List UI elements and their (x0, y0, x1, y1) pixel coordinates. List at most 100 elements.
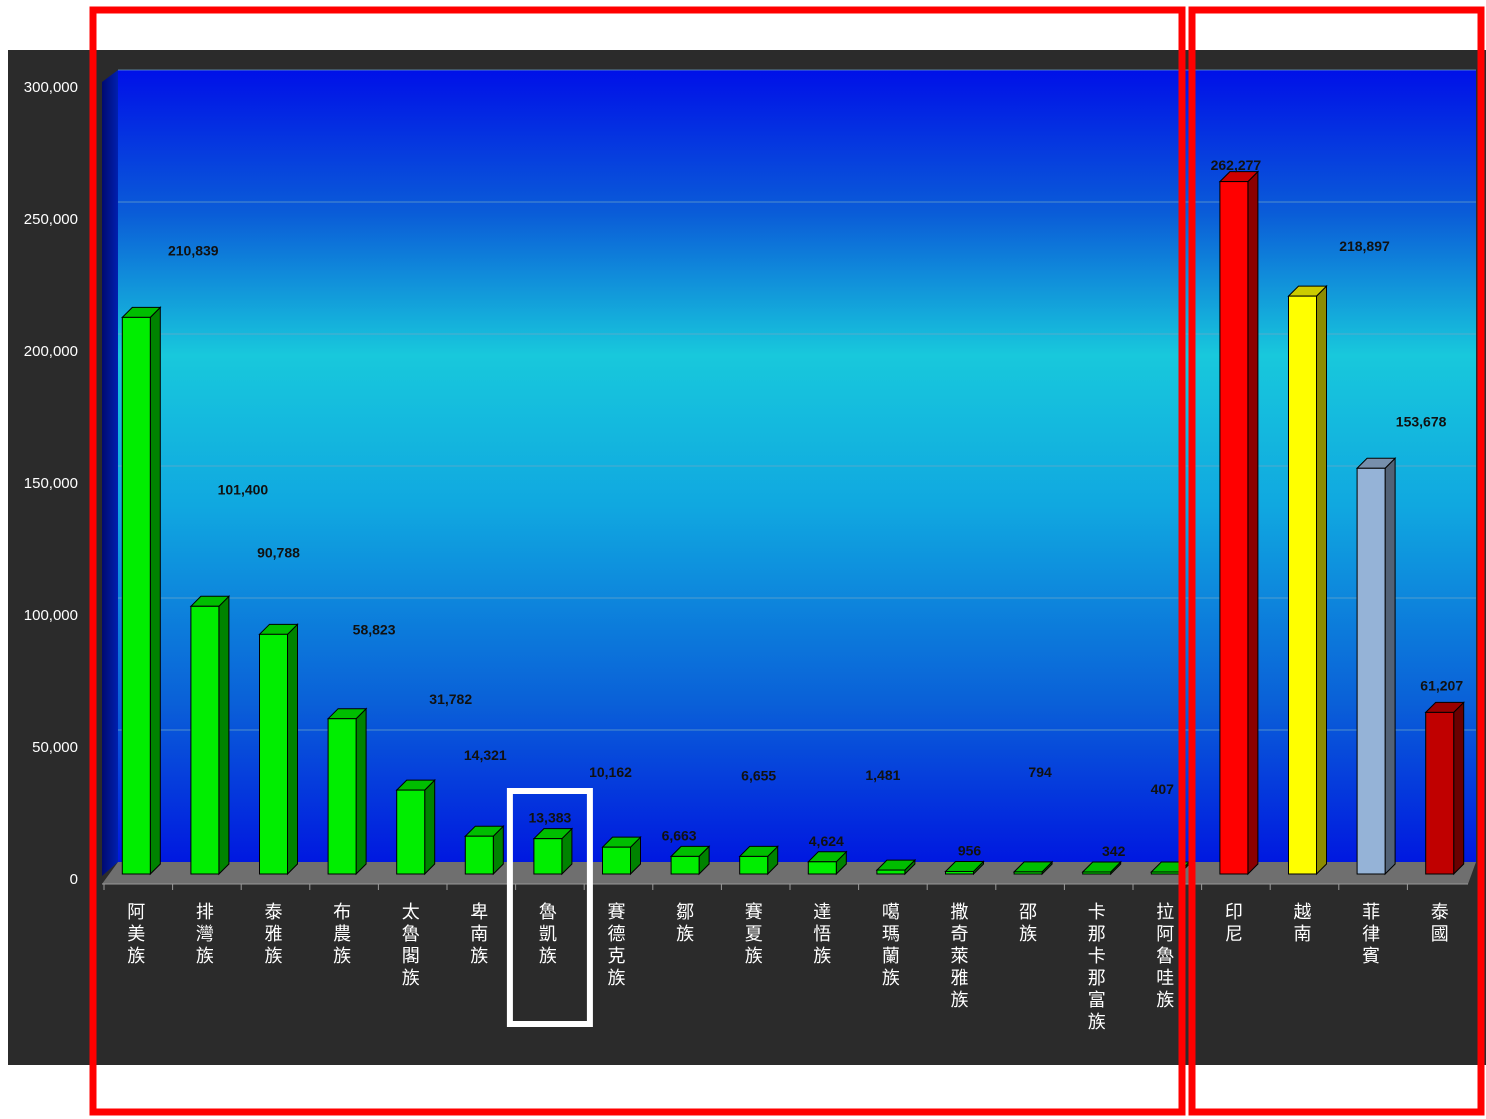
x-tick-label: 噶瑪蘭族 (882, 902, 900, 989)
bar (1424, 701, 1465, 876)
data-label: 342 (1102, 843, 1126, 859)
data-label: 6,663 (662, 827, 697, 843)
y-tick-label: 250,000 (24, 211, 78, 228)
bar (1287, 284, 1328, 876)
bar-front (533, 838, 563, 875)
data-label: 14,321 (464, 747, 507, 763)
data-labels: 210,839 101,400 90,788 58,823 31,782 14,321 13… (168, 157, 1463, 859)
bar-front (1425, 711, 1455, 875)
bar (601, 835, 642, 876)
bar-front (1219, 181, 1249, 875)
data-label: 4,624 (809, 833, 844, 849)
bar-side (1453, 701, 1465, 876)
x-tick-label: 魯凱族 (539, 902, 557, 967)
bar (532, 827, 574, 876)
bar (121, 306, 162, 876)
bar (189, 595, 231, 876)
x-tick-label: 泰雅族 (265, 902, 283, 967)
bar (669, 845, 711, 876)
x-tick-label: 卑南族 (470, 902, 488, 967)
data-label: 153,678 (1396, 413, 1447, 429)
bars (121, 170, 1465, 876)
bar-front (739, 855, 769, 875)
x-axis: 阿美族 排灣族 泰雅族 布農族 太魯閣族 卑南族 魯凱族 賽德克族 鄒族 賽夏族 達悟族 噶瑪蘭族 撒奇… (103, 884, 1449, 1033)
bar-front (259, 633, 288, 875)
bar-front (396, 789, 426, 875)
bar (464, 824, 505, 876)
data-label: 10,162 (589, 764, 632, 780)
bar (258, 623, 299, 876)
highlight-box-indigenous (89, 6, 1186, 1116)
bar-side (1247, 170, 1259, 876)
data-label: 218,897 (1339, 238, 1390, 254)
bar-front (945, 870, 974, 875)
bar-front (670, 855, 700, 875)
y-axis: 0 50,000 100,000 150,000 200,000 250,000 300,0… (24, 79, 78, 888)
chart-floor (102, 862, 1476, 885)
bar-front (602, 846, 631, 875)
bar-side (149, 306, 161, 876)
bar (326, 707, 368, 876)
bar-side (424, 778, 436, 876)
bar-front (1013, 871, 1043, 875)
data-label: 956 (958, 842, 982, 858)
y-tick-label: 200,000 (24, 343, 78, 360)
bar-front (190, 605, 220, 875)
x-tick-label: 印尼 (1225, 902, 1243, 945)
floor-top (102, 862, 1476, 884)
x-tick-label: 撒奇萊雅族 (951, 902, 969, 1011)
x-tick-label: 賽德克族 (608, 901, 626, 989)
bar (1218, 170, 1260, 876)
data-label: 1,481 (865, 767, 900, 783)
data-label: 101,400 (218, 481, 269, 497)
highlight-overlays (89, 6, 1485, 1116)
bar-side (355, 707, 367, 876)
bar (944, 860, 985, 876)
bar-front (807, 861, 837, 875)
bar (1355, 457, 1397, 876)
y-tick-label: 150,000 (24, 475, 78, 492)
x-tick-label: 泰國 (1431, 902, 1449, 945)
bar-front (464, 835, 494, 875)
x-tick-label: 排灣族 (196, 902, 214, 967)
bar (1081, 860, 1122, 876)
data-label: 61,207 (1420, 677, 1463, 693)
highlight-box-new-immigrants (1188, 6, 1485, 1116)
x-tick-label: 卡那卡那富族 (1088, 902, 1106, 1033)
x-tick-label: 賽夏族 (745, 901, 763, 967)
x-tick-label: 布農族 (333, 902, 351, 967)
y-tick-label: 0 (70, 871, 78, 888)
bar-front (327, 718, 357, 875)
x-tick-label: 菲律賓 (1362, 902, 1380, 967)
bar-side (287, 623, 298, 876)
bar (738, 845, 779, 876)
x-tick-label: 邵族 (1019, 902, 1037, 945)
x-tick-label: 阿美族 (127, 902, 145, 967)
plot-background (102, 70, 1476, 876)
bar-side (1384, 457, 1396, 876)
bar (1012, 860, 1054, 876)
data-label: 6,655 (741, 767, 776, 783)
x-tick-label: 鄒族 (676, 902, 694, 945)
bar (395, 778, 436, 876)
bar-front (876, 869, 906, 875)
data-label: 90,788 (257, 544, 300, 560)
bar-side (1316, 284, 1327, 876)
bar-front (121, 316, 151, 875)
bar-side (218, 595, 230, 876)
data-label: 31,782 (429, 691, 472, 707)
bar (807, 850, 848, 876)
data-label: 13,383 (528, 810, 571, 826)
data-label: 262,277 (1211, 157, 1262, 173)
x-tick-label: 達悟族 (813, 902, 831, 967)
bar (875, 858, 917, 876)
bar-front (1288, 295, 1317, 875)
bar-front (1082, 871, 1112, 875)
data-label: 210,839 (168, 242, 219, 258)
x-tick-label: 拉阿魯哇族 (1156, 902, 1174, 1011)
data-label: 407 (1151, 781, 1175, 797)
y-tick-label: 300,000 (24, 79, 78, 96)
plot-side-wall (102, 70, 118, 876)
y-tick-label: 50,000 (32, 739, 78, 756)
